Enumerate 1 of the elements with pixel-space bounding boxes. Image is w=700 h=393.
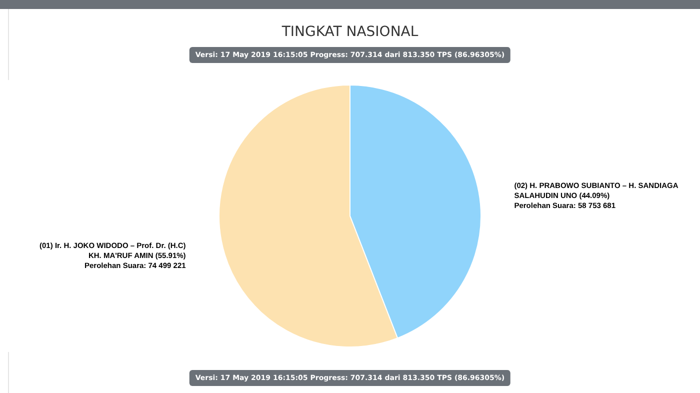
chart-title: TINGKAT NASIONAL: [280, 24, 420, 40]
